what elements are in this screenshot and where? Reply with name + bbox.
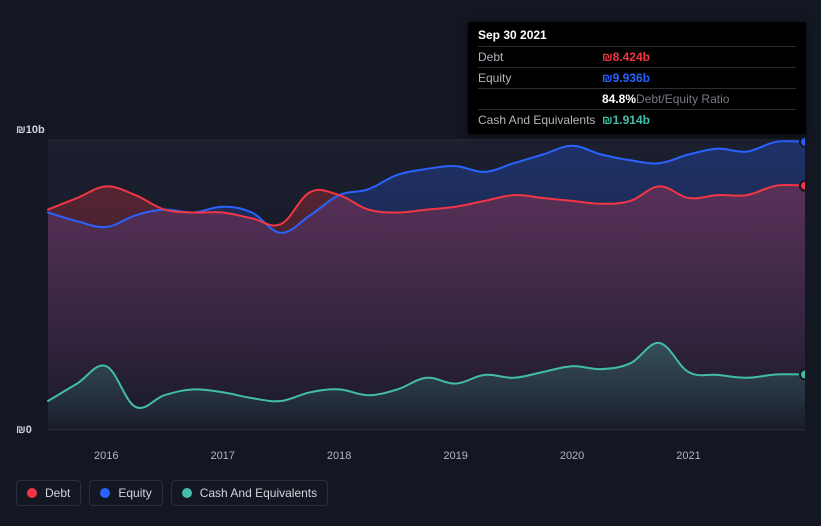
tooltip-row-label: Debt [478, 50, 602, 64]
x-axis-tick: 2019 [443, 450, 467, 462]
tooltip-row-secondary: Debt/Equity Ratio [636, 92, 729, 106]
chart-tooltip: Sep 30 2021 Debt₪8.424bEquity₪9.936b84.8… [468, 22, 806, 134]
chart-svg [16, 120, 805, 440]
end-marker-cash [800, 369, 805, 379]
legend-swatch-icon [27, 488, 37, 498]
legend-swatch-icon [182, 488, 192, 498]
tooltip-row-value: 84.8% [602, 92, 636, 106]
tooltip-row: Cash And Equivalents₪1.914b [478, 109, 796, 130]
x-axis-tick: 2020 [560, 450, 584, 462]
x-axis-tick: 2021 [676, 450, 700, 462]
tooltip-row-label: Equity [478, 71, 602, 85]
end-marker-debt [800, 181, 805, 191]
legend-label: Debt [45, 486, 70, 500]
x-axis-tick: 2018 [327, 450, 351, 462]
legend-label: Equity [118, 486, 151, 500]
chart-legend: Debt Equity Cash And Equivalents [16, 480, 328, 506]
tooltip-row: 84.8% Debt/Equity Ratio [478, 88, 796, 109]
tooltip-row-value: ₪9.936b [602, 71, 650, 85]
legend-item-cash[interactable]: Cash And Equivalents [171, 480, 328, 506]
legend-item-equity[interactable]: Equity [89, 480, 162, 506]
tooltip-row-value: ₪8.424b [602, 50, 650, 64]
x-axis-tick: 2016 [94, 450, 118, 462]
tooltip-row-value: ₪1.914b [602, 113, 650, 127]
tooltip-row: Debt₪8.424b [478, 46, 796, 67]
legend-label: Cash And Equivalents [200, 486, 317, 500]
tooltip-row: Equity₪9.936b [478, 67, 796, 88]
tooltip-row-label: Cash And Equivalents [478, 113, 602, 127]
chart-container [16, 120, 805, 440]
legend-swatch-icon [100, 488, 110, 498]
x-axis-labels: 2016 2017 2018 2019 2020 2021 [48, 450, 805, 468]
x-axis-tick: 2017 [210, 450, 234, 462]
legend-item-debt[interactable]: Debt [16, 480, 81, 506]
tooltip-date: Sep 30 2021 [478, 28, 796, 46]
end-marker-equity [800, 137, 805, 147]
